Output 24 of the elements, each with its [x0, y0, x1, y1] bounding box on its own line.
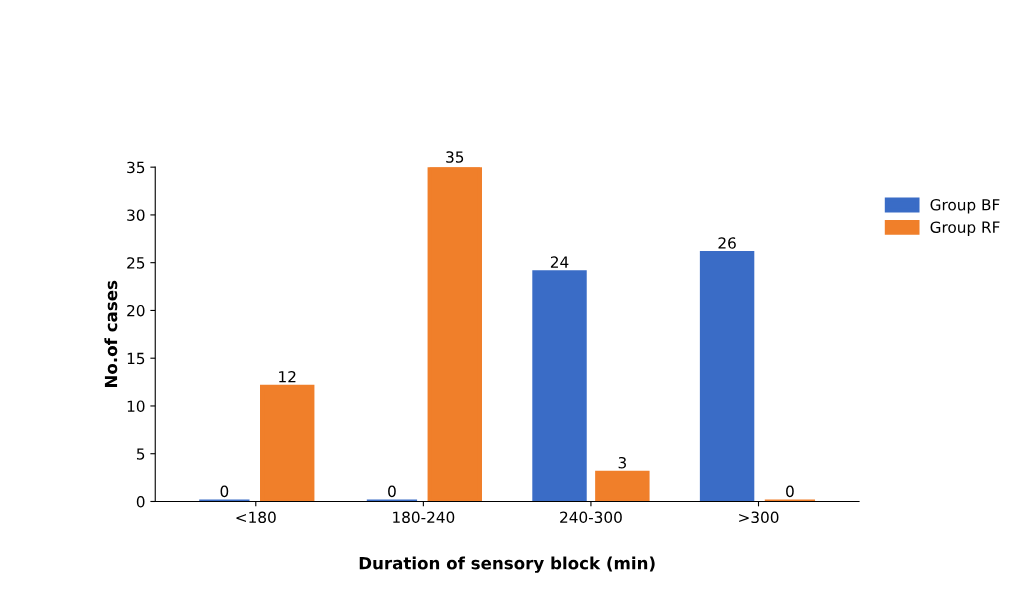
- x-axis-title: Duration of sensory block (min): [359, 556, 655, 573]
- data-label: 3: [618, 456, 626, 469]
- legend-label: Group RF: [930, 221, 1000, 236]
- y-tick-label: 35: [127, 161, 145, 174]
- y-tick-label: 10: [127, 400, 145, 412]
- y-tick-label: 25: [127, 257, 145, 269]
- x-tick-label: 240-300: [560, 511, 622, 524]
- x-tick-label: >300: [739, 511, 779, 524]
- data-label: 24: [550, 256, 569, 268]
- x-tick-label: <180: [236, 511, 276, 524]
- y-tick-label: 20: [127, 304, 145, 317]
- data-label: 0: [388, 485, 396, 498]
- y-axis-title: No.of cases: [104, 280, 118, 388]
- y-tick-label: 30: [127, 209, 145, 221]
- y-tick-label: 5: [136, 448, 145, 460]
- x-tick-label: 180-240: [393, 511, 455, 524]
- data-label: 0: [786, 485, 794, 498]
- y-tick-label: 0: [136, 495, 145, 508]
- data-label: 26: [718, 237, 736, 249]
- y-tick-label: 15: [127, 352, 145, 365]
- data-label: 0: [220, 485, 229, 498]
- data-label: 35: [446, 151, 464, 163]
- data-label: 12: [279, 370, 296, 383]
- legend-label: Group BF: [930, 198, 1000, 214]
